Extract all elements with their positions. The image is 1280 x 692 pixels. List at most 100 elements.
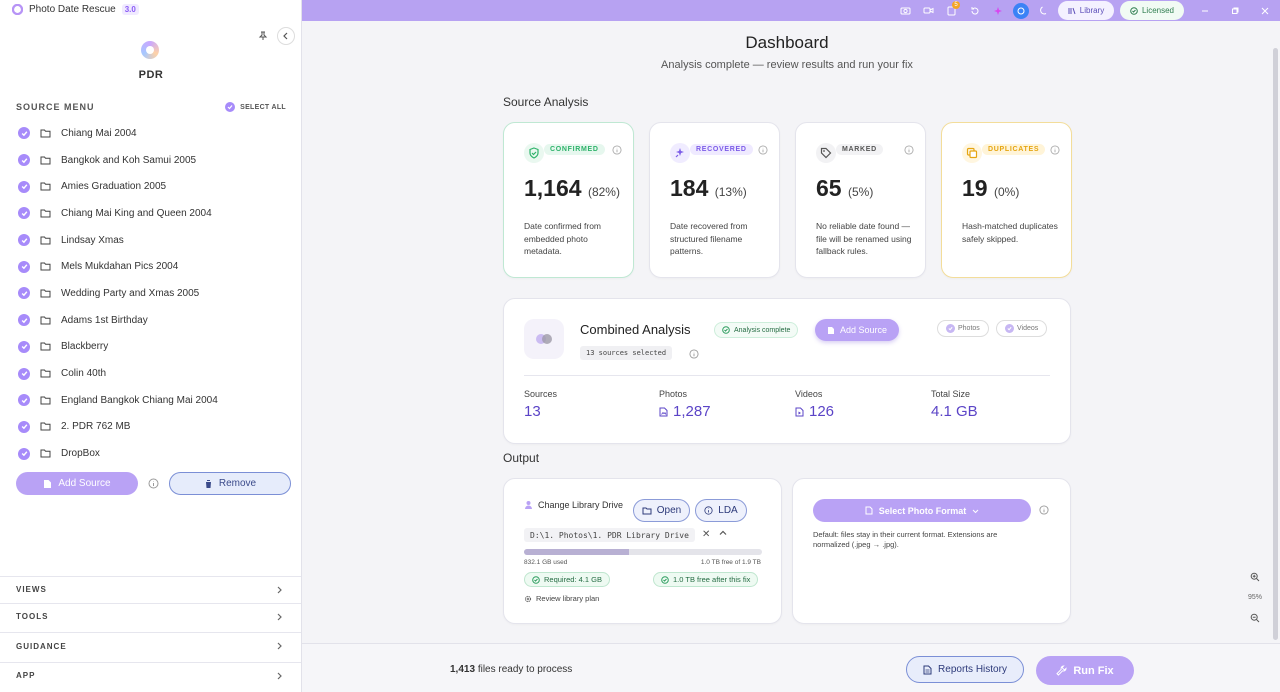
info-icon[interactable] xyxy=(758,145,768,155)
add-source-label: Add Source xyxy=(839,325,888,335)
info-icon[interactable] xyxy=(1050,145,1060,155)
check-circle-icon[interactable] xyxy=(18,234,30,247)
minimize-button[interactable] xyxy=(1190,0,1220,21)
licensed-badge[interactable]: Licensed xyxy=(1120,1,1184,20)
source-item-label: Lindsay Xmas xyxy=(61,234,124,246)
source-item-label: 2. PDR 762 MB xyxy=(61,421,131,433)
check-circle-icon[interactable] xyxy=(18,127,30,140)
close-window-button[interactable] xyxy=(1250,0,1280,21)
zoom-in-button[interactable] xyxy=(1250,572,1260,582)
drive-free-label: 1.0 TB free of 1.9 TB xyxy=(700,559,761,566)
reports-history-button[interactable]: Reports History xyxy=(906,656,1024,683)
chevron-left-icon xyxy=(282,32,290,40)
check-circle-icon[interactable] xyxy=(18,447,30,460)
maximize-button[interactable] xyxy=(1220,0,1250,21)
moon-icon[interactable] xyxy=(1032,0,1055,21)
check-circle-icon[interactable] xyxy=(18,340,30,353)
info-icon[interactable] xyxy=(148,478,159,489)
check-circle-icon xyxy=(946,324,955,333)
library-label: Library xyxy=(1079,6,1105,15)
select-photo-format-dropdown[interactable]: Select Photo Format xyxy=(813,499,1031,522)
check-circle-icon[interactable] xyxy=(18,287,30,300)
lda-button[interactable]: LDA xyxy=(695,499,747,522)
source-item[interactable]: Adams 1st Birthday xyxy=(18,307,288,334)
drive-usage-bar xyxy=(524,549,762,555)
tag-icon xyxy=(816,143,836,163)
info-icon[interactable] xyxy=(1039,505,1049,515)
check-circle-icon[interactable] xyxy=(18,314,30,327)
clipboard-icon[interactable]: 5 xyxy=(940,0,963,21)
stat-description: Date recovered from structured filename … xyxy=(670,221,748,256)
source-item[interactable]: Blackberry xyxy=(18,334,288,361)
source-item[interactable]: Bangkok and Koh Samui 2005 xyxy=(18,147,288,174)
folder-icon xyxy=(40,156,51,165)
review-library-plan-link[interactable]: Review library plan xyxy=(524,594,599,603)
report-icon xyxy=(923,665,932,675)
info-icon[interactable] xyxy=(689,349,699,359)
metric-value: 1,287 xyxy=(673,403,711,420)
sparkle-icon[interactable] xyxy=(986,0,1009,21)
open-label: Open xyxy=(656,505,682,516)
check-circle-icon[interactable] xyxy=(18,260,30,273)
dashboard-main: Dashboard Analysis complete — review res… xyxy=(302,21,1280,642)
source-item[interactable]: Mels Mukdahan Pics 2004 xyxy=(18,253,288,280)
gear-icon xyxy=(524,595,532,603)
source-item-label: Colin 40th xyxy=(61,368,107,380)
source-item[interactable]: Amies Graduation 2005 xyxy=(18,173,288,200)
source-item[interactable]: Lindsay Xmas xyxy=(18,227,288,254)
clear-path-button[interactable]: ✕ xyxy=(702,529,711,540)
stat-percent: (5%) xyxy=(847,185,874,199)
sidebar-section-guidance[interactable]: GUIDANCE xyxy=(0,632,301,659)
check-circle-icon[interactable] xyxy=(18,154,30,167)
help-button[interactable] xyxy=(1009,0,1032,21)
stat-value: 19 xyxy=(962,175,988,201)
chevron-right-icon xyxy=(276,613,283,621)
folder-icon xyxy=(40,449,51,458)
chevron-up-icon[interactable] xyxy=(719,529,727,537)
check-circle-icon[interactable] xyxy=(18,180,30,193)
photos-toggle[interactable]: Photos xyxy=(937,320,989,337)
add-source-label: Add Source xyxy=(58,478,111,489)
check-circle-icon[interactable] xyxy=(18,420,30,433)
check-circle-icon[interactable] xyxy=(18,367,30,380)
source-item[interactable]: 2. PDR 762 MB xyxy=(18,414,288,441)
library-button[interactable]: Library xyxy=(1058,1,1114,20)
source-item[interactable]: England Bangkok Chiang Mai 2004 xyxy=(18,387,288,414)
collapse-sidebar-button[interactable] xyxy=(277,27,295,45)
open-drive-button[interactable]: Open xyxy=(633,499,690,522)
remove-source-button[interactable]: Remove xyxy=(169,472,291,495)
source-item[interactable]: Chiang Mai 2004 xyxy=(18,120,288,147)
main-scrollbar[interactable] xyxy=(1273,48,1278,640)
info-icon[interactable] xyxy=(612,145,622,155)
pin-button[interactable] xyxy=(254,27,272,45)
sidebar-section-tools[interactable]: TOOLS xyxy=(0,602,301,630)
add-source-button[interactable]: Add Source xyxy=(16,472,138,495)
video-icon[interactable] xyxy=(917,0,940,21)
stat-value: 65 xyxy=(816,175,842,201)
videos-toggle[interactable]: Videos xyxy=(996,320,1048,337)
source-item[interactable]: Colin 40th xyxy=(18,360,288,387)
stat-tag: CONFIRMED xyxy=(544,144,605,155)
source-actions: Add Source Remove xyxy=(16,472,291,495)
stat-card-marked: MARKED 65 (5%) No reliable date found — fi… xyxy=(795,122,926,278)
check-circle-icon[interactable] xyxy=(18,207,30,220)
camera-icon[interactable] xyxy=(894,0,917,21)
sidebar-section-app[interactable]: APP xyxy=(0,662,301,689)
check-circle-icon[interactable] xyxy=(18,394,30,407)
sidebar-section-views[interactable]: VIEWS xyxy=(0,576,301,603)
library-icon xyxy=(1068,7,1076,15)
source-item[interactable]: DropBox xyxy=(18,440,288,467)
info-icon[interactable] xyxy=(904,145,914,155)
source-item[interactable]: Chiang Mai King and Queen 2004 xyxy=(18,200,288,227)
source-item-label: Chiang Mai King and Queen 2004 xyxy=(61,207,212,219)
run-fix-label: Run Fix xyxy=(1073,664,1114,677)
select-all-button[interactable]: SELECT ALL xyxy=(225,102,286,112)
combined-add-source-button[interactable]: Add Source xyxy=(815,319,899,341)
undo-icon[interactable] xyxy=(963,0,986,21)
run-fix-button[interactable]: Run Fix xyxy=(1036,656,1134,685)
source-item[interactable]: Wedding Party and Xmas 2005 xyxy=(18,280,288,307)
bottom-bar: 1,413 files ready to process Reports His… xyxy=(302,643,1280,692)
remove-label: Remove xyxy=(218,478,257,489)
file-plus-icon xyxy=(827,326,835,335)
zoom-out-button[interactable] xyxy=(1250,613,1260,623)
